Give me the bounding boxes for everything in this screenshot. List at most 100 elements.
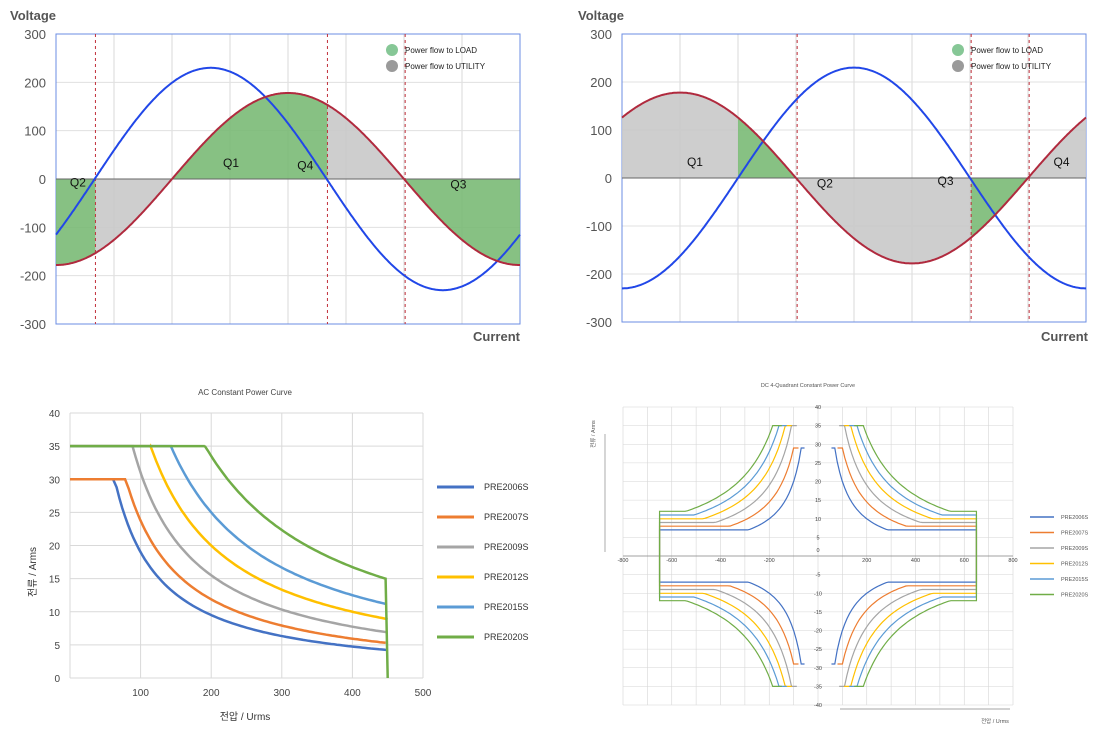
utility-region <box>622 92 738 178</box>
x-tick-label: 100 <box>132 688 149 699</box>
y-tick-label: 100 <box>590 123 612 138</box>
x-tick-label: 300 <box>273 688 290 699</box>
y-tick-label: -10 <box>814 591 822 597</box>
series-pre2012s <box>844 424 978 556</box>
quadrant-chart-2: Voltage Current 300 200 100 0 -100 -200 -300 Q1… <box>578 8 1089 344</box>
y-tick-label: -25 <box>814 647 822 653</box>
x-tick-label: 800 <box>1008 558 1017 564</box>
y-tick-label: 25 <box>49 508 61 519</box>
legend-label: PRE2007S <box>1061 531 1089 537</box>
y-tick-label: 30 <box>815 442 821 448</box>
series-pre2007s <box>837 556 978 665</box>
series-pre2009s <box>658 556 797 688</box>
series-pre2006s <box>658 556 805 665</box>
y-tick-label: 20 <box>49 542 61 553</box>
series-pre2012s <box>658 424 792 556</box>
voltage-curve <box>622 66 1086 290</box>
legend-label: PRE2012S <box>1061 562 1089 568</box>
y-axis-label: 전류 / Arms <box>589 420 597 448</box>
legend-label: Power flow to UTILITY <box>405 62 486 71</box>
y-tick-label: 5 <box>816 535 819 541</box>
chart-title: DC 4-Quadrant Constant Power Curve <box>761 383 855 389</box>
y-tick-label: 35 <box>815 424 821 430</box>
y-tick-label: 200 <box>590 75 612 90</box>
load-region <box>172 93 328 179</box>
legend-label: PRE2020S <box>484 632 529 642</box>
dc-power-chart: DC 4-Quadrant Constant Power Curve 전압 / … <box>589 383 1089 725</box>
x-tick-label: 600 <box>960 558 969 564</box>
series-pre2009s <box>839 556 978 688</box>
quadrant-label: Q4 <box>297 158 313 172</box>
y-tick-label: -100 <box>586 219 612 234</box>
y-tick-label: 0 <box>54 674 60 685</box>
legend-label: PRE2012S <box>484 572 529 582</box>
y-tick-label: 5 <box>54 641 60 652</box>
quadrant-label: Q1 <box>223 156 239 170</box>
x-tick-label: -800 <box>617 558 628 564</box>
y-tick-label: -5 <box>816 573 821 579</box>
y-tick-label: -300 <box>586 315 612 330</box>
current-curve <box>621 91 1087 265</box>
series-pre2020s <box>854 424 978 556</box>
x-tick-label: 400 <box>911 558 920 564</box>
chart-title: AC Constant Power Curve <box>198 388 292 397</box>
y-tick-label: 300 <box>24 27 46 42</box>
series-pre2006s <box>831 447 978 556</box>
series-pre2015s <box>658 424 787 556</box>
legend-label: PRE2006S <box>1061 515 1089 521</box>
legend-marker <box>386 60 398 72</box>
legend-marker <box>952 60 964 72</box>
y-tick-label: 100 <box>24 124 46 139</box>
x-axis-title: Current <box>1041 329 1089 344</box>
series-pre2006s <box>658 447 805 556</box>
x-tick-label: 200 <box>862 558 871 564</box>
x-tick-label: -200 <box>764 558 775 564</box>
y-tick-label: -200 <box>20 269 46 284</box>
legend-label: PRE2015S <box>484 602 529 612</box>
series-pre2009s <box>839 424 978 556</box>
quadrant-label: Q3 <box>938 174 954 188</box>
y-tick-label: -15 <box>814 610 822 616</box>
quadrant-chart-1: Voltage Current 300 200 100 0 -100 -200 -300 Q2… <box>10 8 521 344</box>
utility-region <box>327 104 406 181</box>
x-axis-label: 전압 / Urms <box>981 717 1009 725</box>
y-tick-label: 30 <box>49 475 61 486</box>
ac-power-chart: AC Constant Power Curve 전압 / Urms 전류 / A… <box>27 388 529 723</box>
plot-area: 300 200 100 0 -100 -200 -300 Q2 Q1 Q4 Q3 Power flow… <box>20 27 521 332</box>
y-tick-label: -20 <box>814 629 822 635</box>
current-curve <box>56 92 520 266</box>
series-pre2007s <box>658 447 799 556</box>
series-pre2020s <box>70 444 389 679</box>
plot-area: 300 200 100 0 -100 -200 -300 Q1 Q2 Q3 Q4 Power flow… <box>586 27 1087 330</box>
quadrant-label: Q1 <box>687 155 703 169</box>
y-axis-title: Voltage <box>10 8 56 23</box>
voltage-curve <box>55 66 521 292</box>
x-tick-label: 0 <box>816 548 819 554</box>
legend-marker <box>386 44 398 56</box>
y-tick-label: 10 <box>49 608 61 619</box>
series-pre2020s <box>854 556 978 688</box>
series-pre2007s <box>70 478 386 645</box>
y-tick-label: 15 <box>49 575 61 586</box>
legend-label: PRE2006S <box>484 482 529 492</box>
x-tick-label: 200 <box>203 688 220 699</box>
x-tick-label: -600 <box>666 558 677 564</box>
legend-label: PRE2009S <box>484 542 529 552</box>
y-tick-label: 25 <box>815 461 821 467</box>
y-axis-title: Voltage <box>578 8 624 23</box>
x-axis-title: Current <box>473 329 521 344</box>
quadrant-label: Q3 <box>450 178 466 192</box>
series-pre2006s <box>70 478 388 652</box>
y-tick-label: 10 <box>815 517 821 523</box>
legend-label: Power flow to UTILITY <box>971 62 1052 71</box>
load-region <box>405 179 520 265</box>
legend-label: PRE2007S <box>484 512 529 522</box>
series-pre2015s <box>849 424 978 556</box>
series-pre2009s <box>70 444 388 634</box>
utility-region <box>797 178 972 264</box>
y-tick-label: -300 <box>20 317 46 332</box>
x-tick-label: 400 <box>344 688 361 699</box>
series-pre2006s <box>831 556 978 665</box>
x-tick-label: 500 <box>415 688 432 699</box>
series-pre2012s <box>70 443 388 621</box>
